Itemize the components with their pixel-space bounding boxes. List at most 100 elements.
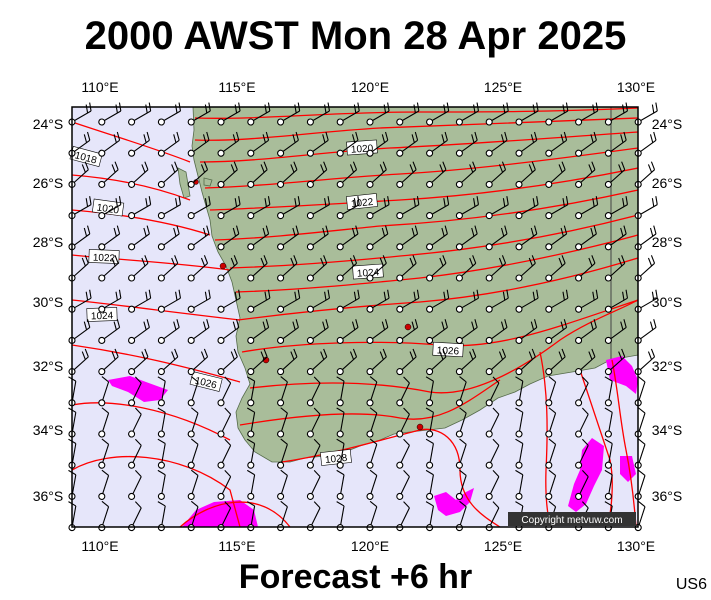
wind-barb: [217, 161, 238, 188]
wind-barb: [98, 289, 122, 313]
svg-text:1024: 1024: [357, 267, 380, 280]
wind-barb: [306, 161, 328, 188]
lat-label-left: 24°S: [33, 116, 64, 132]
wind-barb: [128, 407, 142, 438]
lon-label-top: 130°E: [617, 79, 655, 95]
wind-barb: [575, 348, 596, 376]
wind-barb: [515, 196, 539, 220]
wind-barb: [634, 376, 646, 407]
land-shark-bay-island: [177, 167, 191, 199]
wind-barb: [425, 501, 434, 532]
wind-barb: [575, 319, 597, 344]
wind-barb: [485, 131, 508, 157]
wind-barb: [545, 225, 568, 251]
wind-barb: [604, 196, 628, 220]
wind-barb: [575, 438, 589, 469]
wind-barb: [455, 161, 477, 188]
wind-barb: [604, 469, 613, 500]
wind-barb: [277, 255, 298, 282]
isobar-label: 1022: [88, 249, 120, 264]
wind-barb: [277, 376, 288, 407]
wind-barb: [634, 407, 646, 438]
wind-barb: [604, 407, 613, 438]
wind-barb: [455, 289, 479, 313]
wind-barb: [128, 102, 152, 126]
wind-barb: [455, 407, 467, 438]
lat-label-right: 28°S: [652, 234, 683, 250]
wind-barb: [187, 102, 211, 126]
lat-label-left: 26°S: [33, 175, 64, 191]
wind-barb: [366, 102, 390, 126]
wind-barb: [277, 348, 298, 376]
wind-barb: [455, 469, 467, 500]
wind-barb: [247, 255, 268, 282]
wind-barb: [366, 289, 390, 313]
wind-barb: [575, 255, 596, 282]
wind-barb: [366, 161, 387, 188]
wind-barb: [247, 289, 271, 313]
wind-barb: [306, 289, 330, 313]
wind-barb: [306, 319, 329, 344]
wind-barb: [246, 469, 256, 500]
wind-barb: [545, 407, 557, 438]
wind-barb: [128, 289, 152, 313]
wind-barb: [604, 225, 627, 251]
wind-barb: [187, 319, 210, 344]
wind-barb: [455, 348, 477, 376]
wind-barb: [98, 225, 121, 251]
wind-barb: [604, 161, 626, 188]
wind-barb: [396, 196, 420, 220]
lat-label-left: 32°S: [33, 358, 64, 374]
lat-label-left: 36°S: [33, 488, 64, 504]
wind-barb: [515, 255, 536, 282]
wind-barb: [306, 255, 328, 282]
wind-barb: [68, 376, 77, 407]
wind-barb: [634, 438, 646, 469]
copyright-text: Copyright metvuw.com: [521, 515, 622, 526]
wind-barb: [515, 131, 538, 157]
wind-barb: [217, 438, 232, 469]
wind-barb: [396, 255, 417, 282]
wind-barb: [157, 469, 166, 500]
wind-barb: [455, 319, 478, 344]
isobar-label: 1026: [432, 341, 464, 358]
wind-barb: [455, 225, 478, 251]
wind-barb: [426, 289, 450, 313]
wind-barb: [455, 255, 477, 282]
svg-text:1026: 1026: [194, 375, 219, 391]
wind-barb: [575, 407, 589, 438]
wind-barb: [98, 196, 122, 220]
wind-barb: [396, 407, 410, 438]
wind-barb: [604, 255, 626, 282]
wind-barb: [246, 438, 256, 469]
wind-barbs: [68, 102, 658, 532]
wind-barb: [485, 348, 507, 376]
wind-barb: [187, 407, 199, 438]
wind-barb: [187, 469, 199, 500]
wind-barb: [545, 376, 557, 407]
town-markers: [193, 179, 424, 431]
wind-barb: [575, 376, 589, 407]
wind-barb: [98, 319, 121, 344]
wind-barb: [604, 348, 626, 376]
wind-barb: [68, 255, 89, 282]
isobar-label: 1020: [91, 198, 125, 217]
wind-barb: [187, 161, 209, 188]
wind-barb: [575, 225, 597, 251]
wind-barb: [575, 289, 599, 313]
wind-barb: [306, 407, 321, 438]
wind-barb: [217, 289, 241, 313]
wind-barb: [545, 469, 557, 500]
wind-barb: [604, 438, 613, 469]
wind-barb: [396, 470, 410, 500]
wind-barb: [485, 225, 508, 251]
wind-barb: [515, 161, 536, 188]
wind-barb: [157, 196, 181, 220]
wind-barb: [396, 102, 420, 126]
wind-barb: [336, 102, 360, 126]
wind-barb: [545, 131, 568, 157]
wind-barb: [575, 161, 596, 188]
wind-barb: [277, 469, 288, 500]
wind-barb: [485, 407, 500, 438]
